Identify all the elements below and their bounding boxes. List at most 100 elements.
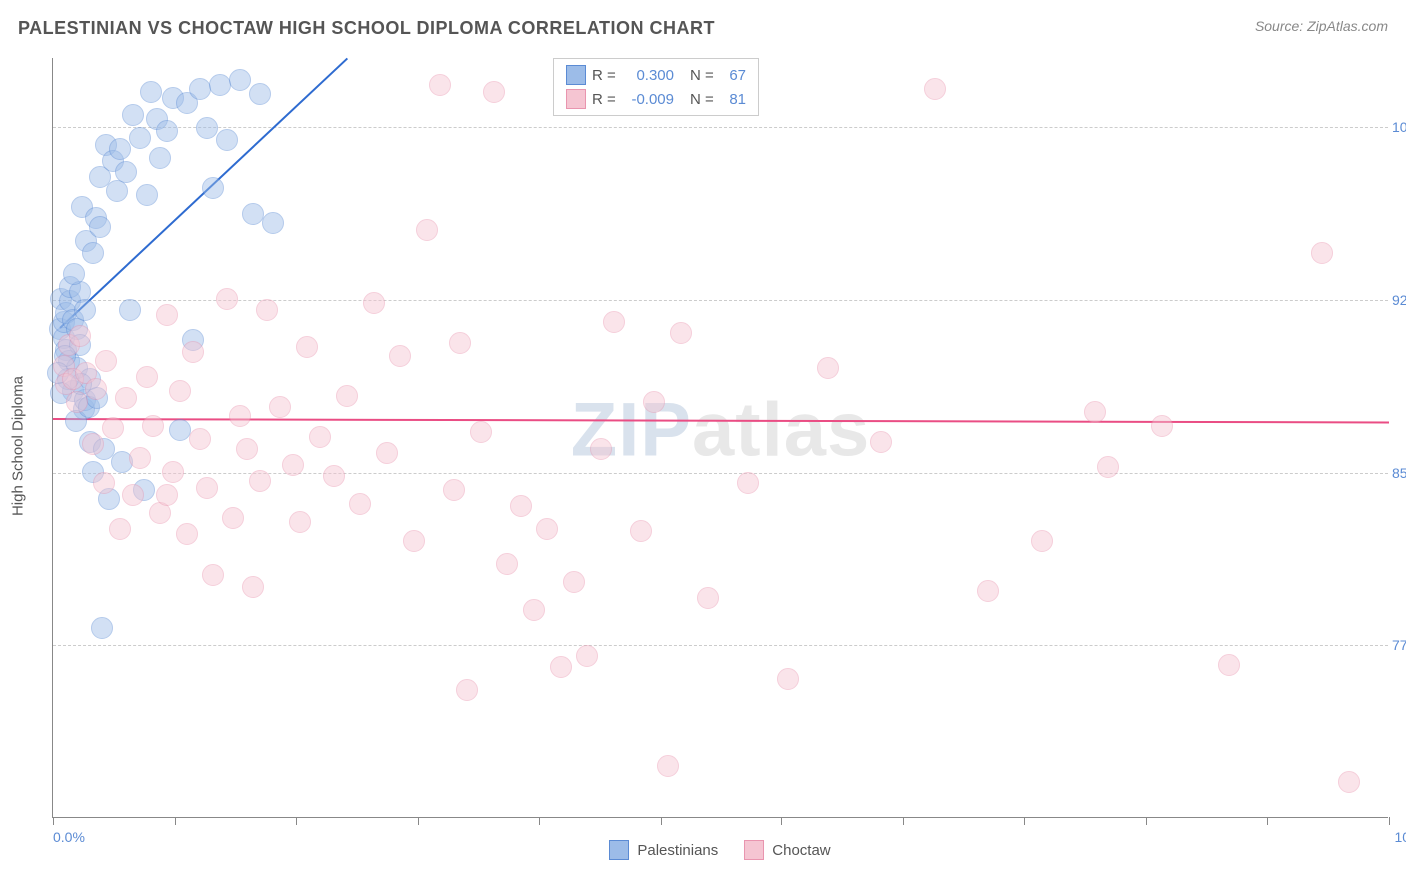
data-point [643,391,665,413]
data-point [737,472,759,494]
data-point [182,341,204,363]
data-point [1097,456,1119,478]
data-point [1338,771,1360,793]
data-point [510,495,532,517]
data-point [1151,415,1173,437]
data-point [209,74,231,96]
data-point [470,421,492,443]
data-point [129,447,151,469]
data-point [483,81,505,103]
data-point [122,104,144,126]
data-point [115,387,137,409]
data-point [91,617,113,639]
data-point [590,438,612,460]
data-point [140,81,162,103]
data-point [403,530,425,552]
data-point [550,656,572,678]
data-point [1031,530,1053,552]
y-tick-label: 92.5% [1392,292,1406,308]
data-point [249,470,271,492]
data-point [336,385,358,407]
data-point [142,415,164,437]
data-point [376,442,398,464]
y-axis-label: High School Diploma [10,376,27,516]
data-point [69,325,91,347]
data-point [162,461,184,483]
legend-swatch [566,89,586,109]
data-point [216,288,238,310]
data-point [136,366,158,388]
legend-swatch [744,840,764,860]
data-point [576,645,598,667]
y-tick-label: 77.5% [1392,637,1406,653]
data-point [115,161,137,183]
y-tick-label: 100.0% [1392,119,1406,135]
data-point [129,127,151,149]
watermark: ZIPatlas [571,386,870,473]
scatter-plot-area: ZIPatlas R =0.300N =67R =-0.009N =81 0.0… [52,58,1388,818]
data-point [1311,242,1333,264]
data-point [323,465,345,487]
data-point [85,378,107,400]
data-point [289,511,311,533]
data-point [1218,654,1240,676]
series-legend-label: Palestinians [637,842,718,859]
stats-legend-row: R =-0.009N =81 [566,87,746,111]
series-legend-label: Choctaw [772,842,830,859]
data-point [196,117,218,139]
data-point [66,391,88,413]
x-tick [661,817,662,825]
data-point [93,472,115,494]
x-tick [781,817,782,825]
x-tick [1024,817,1025,825]
series-legend: Palestinians Choctaw [52,840,1388,860]
data-point [236,438,258,460]
source-label: Source: ZipAtlas.com [1255,18,1388,34]
x-tick [1267,817,1268,825]
watermark-zip: ZIP [571,387,692,472]
x-tick [1146,817,1147,825]
data-point [603,311,625,333]
data-point [262,212,284,234]
data-point [443,479,465,501]
data-point [109,138,131,160]
stats-legend-row: R =0.300N =67 [566,63,746,87]
x-tick [539,817,540,825]
data-point [82,433,104,455]
x-tick [296,817,297,825]
data-point [63,263,85,285]
data-point [102,417,124,439]
data-point [977,580,999,602]
data-point [657,755,679,777]
data-point [817,357,839,379]
n-label: N = [690,67,716,84]
data-point [176,523,198,545]
gridline [53,645,1388,646]
data-point [309,426,331,448]
data-point [697,587,719,609]
r-value: 0.300 [624,67,674,84]
n-value: 67 [722,67,746,84]
data-point [202,177,224,199]
data-point [196,477,218,499]
data-point [89,216,111,238]
data-point [149,147,171,169]
y-tick-label: 85.0% [1392,465,1406,481]
data-point [870,431,892,453]
data-point [156,120,178,142]
x-tick [418,817,419,825]
data-point [229,405,251,427]
data-point [630,520,652,542]
data-point [119,299,141,321]
data-point [456,679,478,701]
chart-title: PALESTINIAN VS CHOCTAW HIGH SCHOOL DIPLO… [18,18,715,38]
trend-line [53,418,1389,423]
data-point [670,322,692,344]
stats-legend: R =0.300N =67R =-0.009N =81 [553,58,759,116]
data-point [202,564,224,586]
watermark-atlas: atlas [692,387,870,472]
x-tick [175,817,176,825]
data-point [389,345,411,367]
data-point [242,576,264,598]
data-point [429,74,451,96]
